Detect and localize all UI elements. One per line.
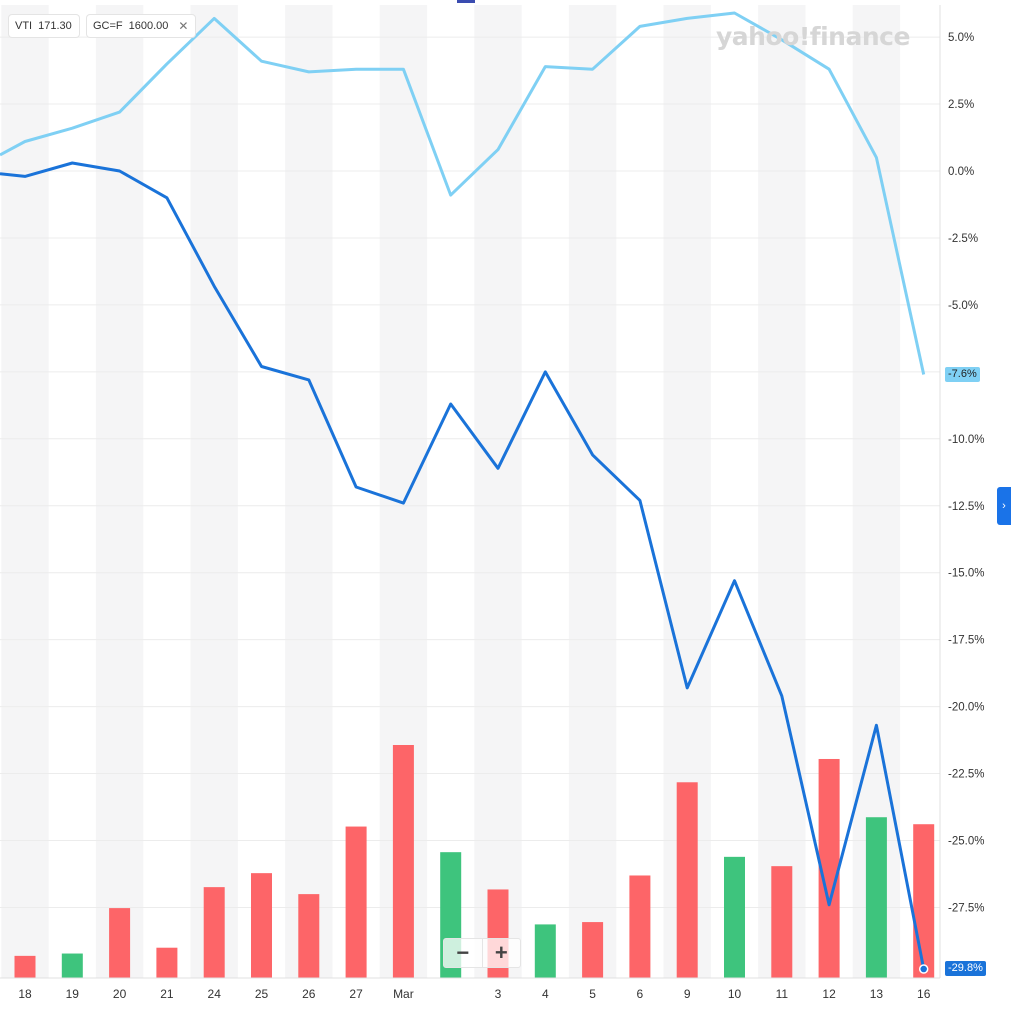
volume-bar: [676, 782, 698, 978]
day-band: [568, 5, 617, 978]
y-tick-label: -5.0%: [948, 300, 978, 312]
gold-end-label: -7.6%: [945, 366, 980, 382]
x-axis: 18 19 20 21 24 25 26 27 Mar 3 4 5 6 9 10 11 12 13 16: [18, 987, 930, 1001]
x-tick-label: 25: [255, 987, 269, 1001]
x-tick-label: 24: [208, 987, 222, 1001]
day-band: [474, 5, 522, 978]
volume-bar: [913, 824, 935, 978]
x-tick-label: 16: [917, 987, 931, 1001]
legend-gold-symbol: GC=F: [93, 20, 123, 32]
day-band: [95, 5, 144, 978]
day-band: [285, 5, 333, 978]
volume-bar: [818, 758, 840, 978]
vti-line: [0, 161, 926, 970]
x-tick-label: 3: [495, 987, 502, 1001]
x-tick-label: 21: [160, 987, 174, 1001]
day-band: [190, 5, 238, 978]
x-tick-label: 5: [589, 987, 596, 1001]
volume-bar: [865, 817, 887, 978]
legend-vti[interactable]: VTI 171.30: [9, 15, 79, 37]
legend-vti-value: 171.30: [38, 20, 72, 32]
volume-bar: [724, 856, 745, 978]
y-tick-label: -17.5%: [948, 635, 984, 647]
x-tick-label: 27: [349, 987, 363, 1001]
zoom-control: − +: [443, 938, 521, 968]
vti-end-dot: [918, 964, 929, 974]
volume-bar: [109, 908, 131, 978]
y-tick-label: 5.0%: [948, 32, 974, 44]
x-tick-label: 4: [542, 987, 549, 1001]
x-tick-label: Mar: [393, 987, 414, 1001]
volume-bar: [345, 826, 367, 978]
legend-vti-symbol: VTI: [15, 20, 33, 32]
x-tick-label: 10: [728, 987, 742, 1001]
weekday-bands: [1, 5, 901, 978]
y-tick-label: -25.0%: [948, 836, 984, 848]
day-band: [852, 5, 901, 978]
y-tick-label: -2.5%: [948, 233, 978, 245]
x-tick-label: 13: [870, 987, 884, 1001]
volume-bar: [582, 922, 604, 978]
day-band: [758, 5, 806, 978]
gold-line: [0, 11, 926, 375]
expand-panel-button[interactable]: ›: [997, 487, 1011, 525]
legend-gold[interactable]: GC=F 1600.00 ✕: [87, 15, 195, 37]
volume-bars: [14, 745, 935, 978]
x-tick-label: 9: [684, 987, 691, 1001]
volume-bar: [203, 887, 225, 978]
volume-bar: [156, 947, 178, 978]
x-tick-label: 26: [302, 987, 316, 1001]
y-tick-label: -12.5%: [948, 501, 984, 513]
x-tick-label: 20: [113, 987, 127, 1001]
day-band: [1, 5, 49, 978]
volume-bar: [251, 873, 272, 978]
y-tick-label: -15.0%: [948, 568, 984, 580]
x-tick-label: 19: [66, 987, 80, 1001]
zoom-out-button[interactable]: −: [456, 940, 470, 965]
series-lines: [0, 11, 929, 974]
top-scroll-marker: [457, 0, 475, 3]
volume-bar: [298, 894, 320, 978]
vti-end-label: -29.8%: [945, 961, 986, 977]
volume-bar: [534, 924, 556, 978]
close-icon[interactable]: ✕: [178, 19, 189, 33]
volume-bar: [392, 745, 414, 978]
y-tick-label: -27.5%: [948, 902, 984, 914]
volume-bar: [629, 875, 651, 978]
y-tick-label: 2.5%: [948, 99, 974, 111]
y-tick-label: -22.5%: [948, 769, 984, 781]
chevron-right-icon: ›: [1002, 500, 1006, 512]
zoom-in-button[interactable]: +: [481, 939, 521, 967]
legend-gold-value: 1600.00: [128, 20, 169, 32]
volume-bar: [14, 955, 36, 978]
x-tick-label: 12: [822, 987, 836, 1001]
y-tick-label: 0.0%: [948, 166, 974, 178]
x-tick-label: 6: [637, 987, 644, 1001]
x-tick-label: 11: [776, 987, 789, 1001]
x-tick-label: 18: [18, 987, 32, 1001]
y-tick-label: -10.0%: [948, 434, 984, 446]
volume-bar: [61, 953, 83, 978]
volume-bar: [771, 866, 793, 978]
yahoo-finance-watermark: yahoo!finance: [716, 22, 910, 51]
y-tick-label: -20.0%: [948, 702, 984, 714]
